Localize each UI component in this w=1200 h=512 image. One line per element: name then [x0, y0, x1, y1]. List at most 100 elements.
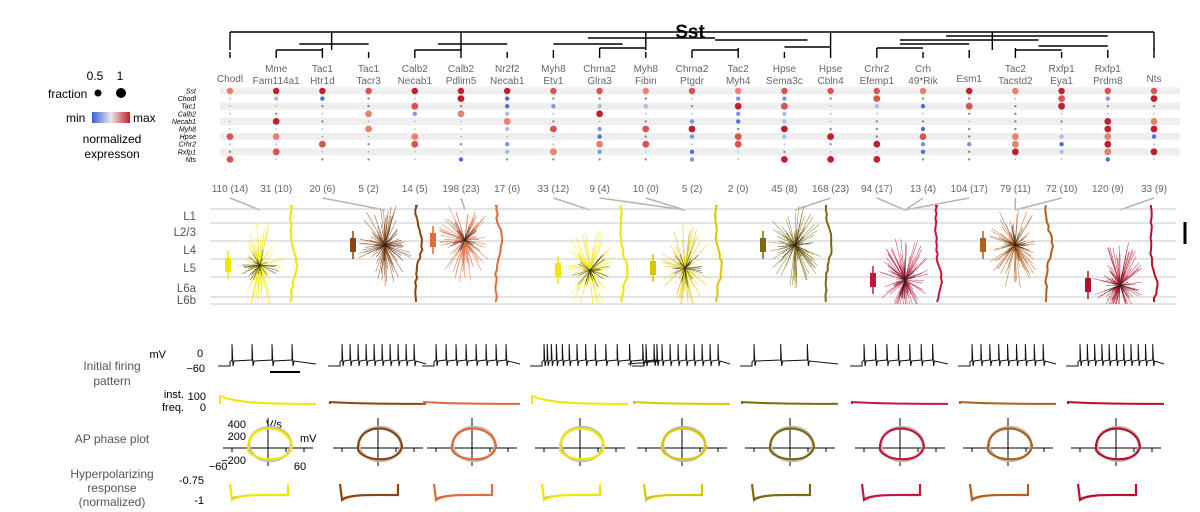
ephys-column-2 — [328, 343, 427, 503]
phase-axis-400: 400 — [228, 419, 246, 431]
fraction-value-half: 0.5 — [87, 69, 104, 83]
layer-label-l6a: L6a — [177, 283, 197, 295]
cluster-label-5-a: Calb2 — [402, 64, 429, 75]
expression-dot — [1014, 97, 1017, 100]
expression-dot — [597, 149, 602, 154]
expression-dot — [1105, 96, 1111, 101]
expression-dot — [459, 143, 463, 146]
expression-dot — [596, 110, 603, 118]
expression-dot — [1104, 125, 1112, 133]
expression-dot — [827, 156, 834, 163]
expression-dot — [1106, 105, 1110, 108]
expression-dot — [1153, 143, 1155, 145]
expression-dot — [642, 140, 650, 148]
expression-dot — [414, 128, 416, 130]
cluster-label-21-a: Nts — [1147, 74, 1162, 85]
expression-dot — [920, 142, 926, 147]
gene-row-stripe — [220, 102, 1180, 110]
cluster-label-3-b: Htr1d — [310, 76, 334, 87]
expression-dot — [642, 87, 649, 95]
cluster-label-5-b: Necab1 — [398, 76, 433, 87]
expression-dot — [1012, 148, 1019, 156]
expression-dot — [781, 102, 788, 110]
expression-dot — [689, 149, 695, 154]
expression-dot — [505, 149, 510, 154]
expression-dot — [782, 134, 787, 139]
gene-row-stripe — [220, 148, 1180, 156]
expression-dot — [691, 113, 693, 115]
expression-dot — [968, 97, 971, 100]
expression-dot — [875, 120, 878, 123]
expression-dot — [321, 120, 324, 123]
expression-dot — [1014, 127, 1017, 131]
expression-dot — [1107, 113, 1109, 115]
expression-dot — [643, 104, 648, 109]
expression-dot — [321, 158, 324, 161]
expression-dot — [550, 87, 557, 95]
expression-dot — [321, 105, 324, 108]
expression-dot — [1150, 118, 1158, 125]
cluster-label-9-b: Glra3 — [587, 76, 612, 87]
expression-dot — [782, 111, 787, 117]
cluster-label-15-a: Crhr2 — [864, 64, 889, 75]
expression-dot — [552, 143, 555, 145]
cluster-count-2: 31 (10) — [260, 184, 292, 195]
expression-dot — [919, 87, 927, 95]
expression-dot — [829, 151, 832, 153]
gene-label-crhr2: Crhr2 — [178, 142, 196, 149]
dot-plot: SstChodlTac1Calb2Necab1Myh8HpseCrhr2Rxfp… — [172, 87, 1180, 164]
expression-dot — [1104, 148, 1112, 156]
expression-dot — [320, 96, 325, 101]
expression-dot — [688, 125, 696, 133]
expression-dot — [644, 120, 647, 123]
morphology-cell-5 — [650, 205, 723, 305]
expression-dot — [226, 133, 234, 141]
expression-dot — [735, 87, 742, 95]
expression-dot — [1060, 158, 1063, 161]
cluster-label-10-a: Myh8 — [634, 64, 659, 75]
expression-dot — [275, 128, 278, 130]
cluster-label-4-b: Tacr3 — [356, 76, 381, 87]
gene-label-sst: Sst — [186, 89, 197, 96]
expression-dot — [968, 127, 971, 131]
expression-dot — [920, 149, 926, 154]
expression-dot — [968, 150, 971, 153]
cluster-label-20-a: Rxfp1 — [1095, 64, 1122, 75]
expression-dot — [642, 125, 650, 133]
expression-dot — [1153, 113, 1155, 115]
cluster-label-11-a: Chrna2 — [676, 64, 709, 75]
cluster-count-1: 110 (14) — [212, 184, 249, 195]
expression-dot — [781, 125, 788, 133]
gene-label-calb2: Calb2 — [178, 111, 196, 118]
expression-dot — [597, 126, 602, 132]
expression-dot — [1059, 142, 1064, 147]
expression-dot — [321, 151, 324, 153]
cluster-label-20-b: Prdm8 — [1093, 76, 1123, 87]
freq-label: inst. — [164, 389, 184, 401]
expression-dot — [367, 143, 370, 146]
cluster-count-12: 2 (0) — [728, 184, 749, 195]
fraction-value-one: 1 — [117, 69, 124, 83]
ephys-column-1 — [218, 343, 317, 503]
expression-dot — [505, 96, 510, 101]
cluster-connector — [460, 197, 466, 211]
expression-dot — [275, 143, 278, 145]
cluster-connector — [794, 197, 831, 211]
expression-dot — [505, 111, 510, 117]
row-label-hyper-3: (normalized) — [79, 495, 146, 509]
expression-dot — [783, 143, 786, 145]
expression-dot — [274, 96, 279, 101]
expression-dot — [919, 133, 927, 141]
expression-dot — [736, 111, 741, 117]
expression-dot — [1150, 148, 1158, 156]
morphology-cell-7 — [870, 205, 943, 305]
ephys-column-8 — [958, 343, 1057, 503]
expression-dot — [365, 125, 372, 133]
expression-dot — [1152, 105, 1156, 108]
cluster-label-12-b: Myh4 — [726, 76, 751, 87]
expression-dot — [552, 135, 555, 138]
expression-dot — [460, 128, 462, 130]
cluster-connector — [645, 197, 686, 211]
